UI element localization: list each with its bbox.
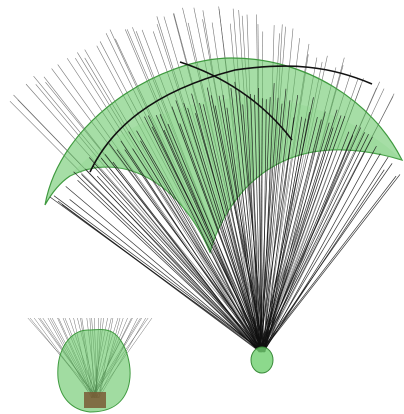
line xyxy=(116,149,261,353)
line xyxy=(75,57,261,353)
line xyxy=(259,103,283,353)
line xyxy=(261,174,401,353)
line xyxy=(140,140,262,353)
line xyxy=(250,94,261,353)
line xyxy=(206,87,261,353)
line xyxy=(242,104,264,353)
line xyxy=(222,94,260,353)
line xyxy=(260,109,338,353)
line xyxy=(77,52,261,353)
line xyxy=(260,115,346,353)
line xyxy=(262,100,291,353)
line xyxy=(112,161,260,353)
line xyxy=(144,116,261,353)
line xyxy=(254,94,262,353)
line xyxy=(259,98,263,353)
line xyxy=(132,148,265,353)
inset-view xyxy=(27,317,153,413)
line xyxy=(214,105,265,353)
line xyxy=(260,163,393,353)
line xyxy=(35,84,261,353)
line xyxy=(175,100,264,353)
canopy-seam xyxy=(179,61,293,141)
line xyxy=(85,168,260,353)
line xyxy=(259,122,330,353)
line xyxy=(263,118,306,353)
line xyxy=(230,88,261,353)
line xyxy=(69,199,263,353)
line xyxy=(258,97,279,353)
line xyxy=(163,129,264,353)
inset-canopy xyxy=(57,329,131,413)
line xyxy=(262,127,334,353)
line xyxy=(183,102,262,353)
line xyxy=(246,96,260,353)
line xyxy=(61,204,261,353)
line xyxy=(261,153,381,353)
canopy-rib xyxy=(89,65,373,173)
line xyxy=(259,127,361,353)
line xyxy=(260,175,397,353)
line xyxy=(124,149,263,353)
line xyxy=(77,180,261,353)
line xyxy=(259,97,271,353)
line xyxy=(17,99,263,353)
line xyxy=(234,81,262,353)
line xyxy=(167,123,264,353)
line xyxy=(261,136,373,353)
inset-harness xyxy=(84,392,106,408)
line xyxy=(260,88,287,353)
line xyxy=(259,116,318,353)
line xyxy=(57,200,262,353)
line xyxy=(226,107,262,353)
line xyxy=(263,156,389,353)
line xyxy=(65,186,262,353)
line xyxy=(258,95,299,353)
line xyxy=(96,175,260,353)
suspension-lines-front xyxy=(49,81,401,353)
line xyxy=(260,134,369,353)
line xyxy=(136,130,265,353)
line xyxy=(92,165,263,353)
line xyxy=(187,107,263,353)
pilot-pod xyxy=(250,346,274,374)
line xyxy=(260,132,365,353)
line xyxy=(171,106,263,353)
